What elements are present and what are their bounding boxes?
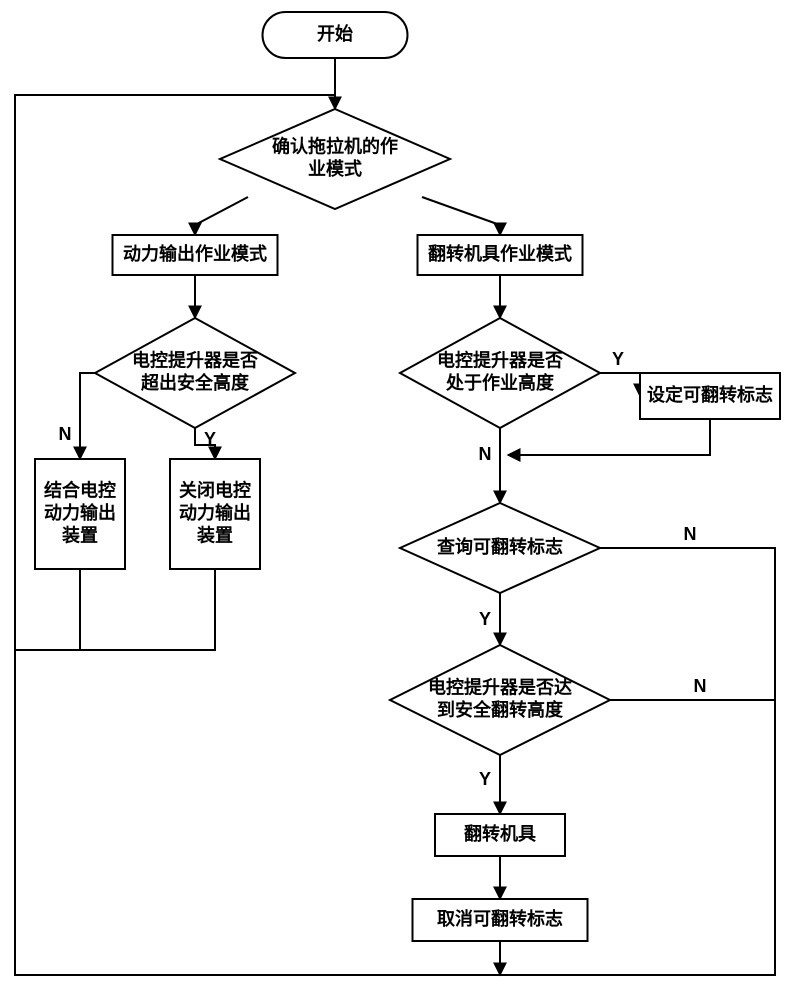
node-close: 关闭电控动力输出装置	[170, 459, 260, 569]
pto-text: 动力输出作业模式	[123, 243, 267, 264]
start-text: 开始	[317, 23, 353, 44]
edge-label-10: Y	[479, 609, 491, 629]
mode-text: 业模式	[308, 158, 362, 179]
node-dQuery: 查询可翻转标志	[400, 503, 600, 593]
edge-8	[508, 419, 710, 455]
close-text: 动力输出	[179, 502, 251, 523]
edge-label-11: Y	[479, 769, 491, 789]
dHeight-text: 超出安全高度	[141, 372, 250, 393]
close-text: 装置	[197, 524, 233, 545]
dSafe-text: 到安全翻转高度	[437, 699, 564, 720]
mode-text: 确认拖拉机的作	[272, 136, 398, 157]
edge-1	[195, 197, 248, 235]
node-dHeight: 电控提升器是否超出安全高度	[95, 318, 295, 428]
combine-text: 结合电控	[44, 479, 116, 500]
node-dSafe: 电控提升器是否达到安全翻转高度	[390, 645, 610, 755]
flip-text: 翻转机具作业模式	[428, 243, 572, 264]
edge-5	[80, 373, 95, 459]
cancel-text: 取消可翻转标志	[437, 908, 563, 929]
doFlip-text: 翻转机具	[464, 823, 536, 844]
edge-label-16: N	[694, 676, 707, 696]
edge-label-15: N	[684, 524, 697, 544]
node-combine: 结合电控动力输出装置	[35, 459, 125, 569]
dWork-text: 电控提升器是否	[437, 350, 563, 371]
node-cancel: 取消可翻转标志	[413, 899, 588, 941]
edge-15	[15, 548, 775, 975]
nodes-layer: 开始确认拖拉机的作业模式动力输出作业模式翻转机具作业模式电控提升器是否超出安全高…	[35, 12, 780, 941]
dSafe-text: 电控提升器是否达	[428, 677, 572, 698]
dWork-text: 处于作业高度	[445, 372, 555, 393]
setFlag-text: 设定可翻转标志	[647, 384, 773, 405]
dQuery-text: 查询可翻转标志	[437, 536, 563, 557]
edge-label-5: N	[59, 424, 72, 444]
edges-layer: N Y Y N Y Y N N	[15, 58, 775, 975]
node-doFlip: 翻转机具	[435, 814, 565, 856]
edge-label-9: N	[479, 444, 492, 464]
node-mode: 确认拖拉机的作业模式	[220, 109, 450, 209]
edge-label-6: Y	[204, 429, 216, 449]
edge-2	[422, 197, 500, 235]
node-setFlag: 设定可翻转标志	[640, 373, 780, 419]
node-start: 开始	[263, 12, 408, 58]
node-flip: 翻转机具作业模式	[418, 235, 583, 275]
close-text: 关闭电控	[179, 479, 251, 500]
edge-14	[15, 569, 215, 650]
node-dWork: 电控提升器是否处于作业高度	[400, 318, 600, 428]
node-pto: 动力输出作业模式	[113, 235, 278, 275]
combine-text: 装置	[62, 524, 98, 545]
combine-text: 动力输出	[44, 502, 116, 523]
dHeight-text: 电控提升器是否	[132, 350, 258, 371]
edge-label-7: Y	[612, 349, 624, 369]
edge-7	[600, 373, 640, 396]
